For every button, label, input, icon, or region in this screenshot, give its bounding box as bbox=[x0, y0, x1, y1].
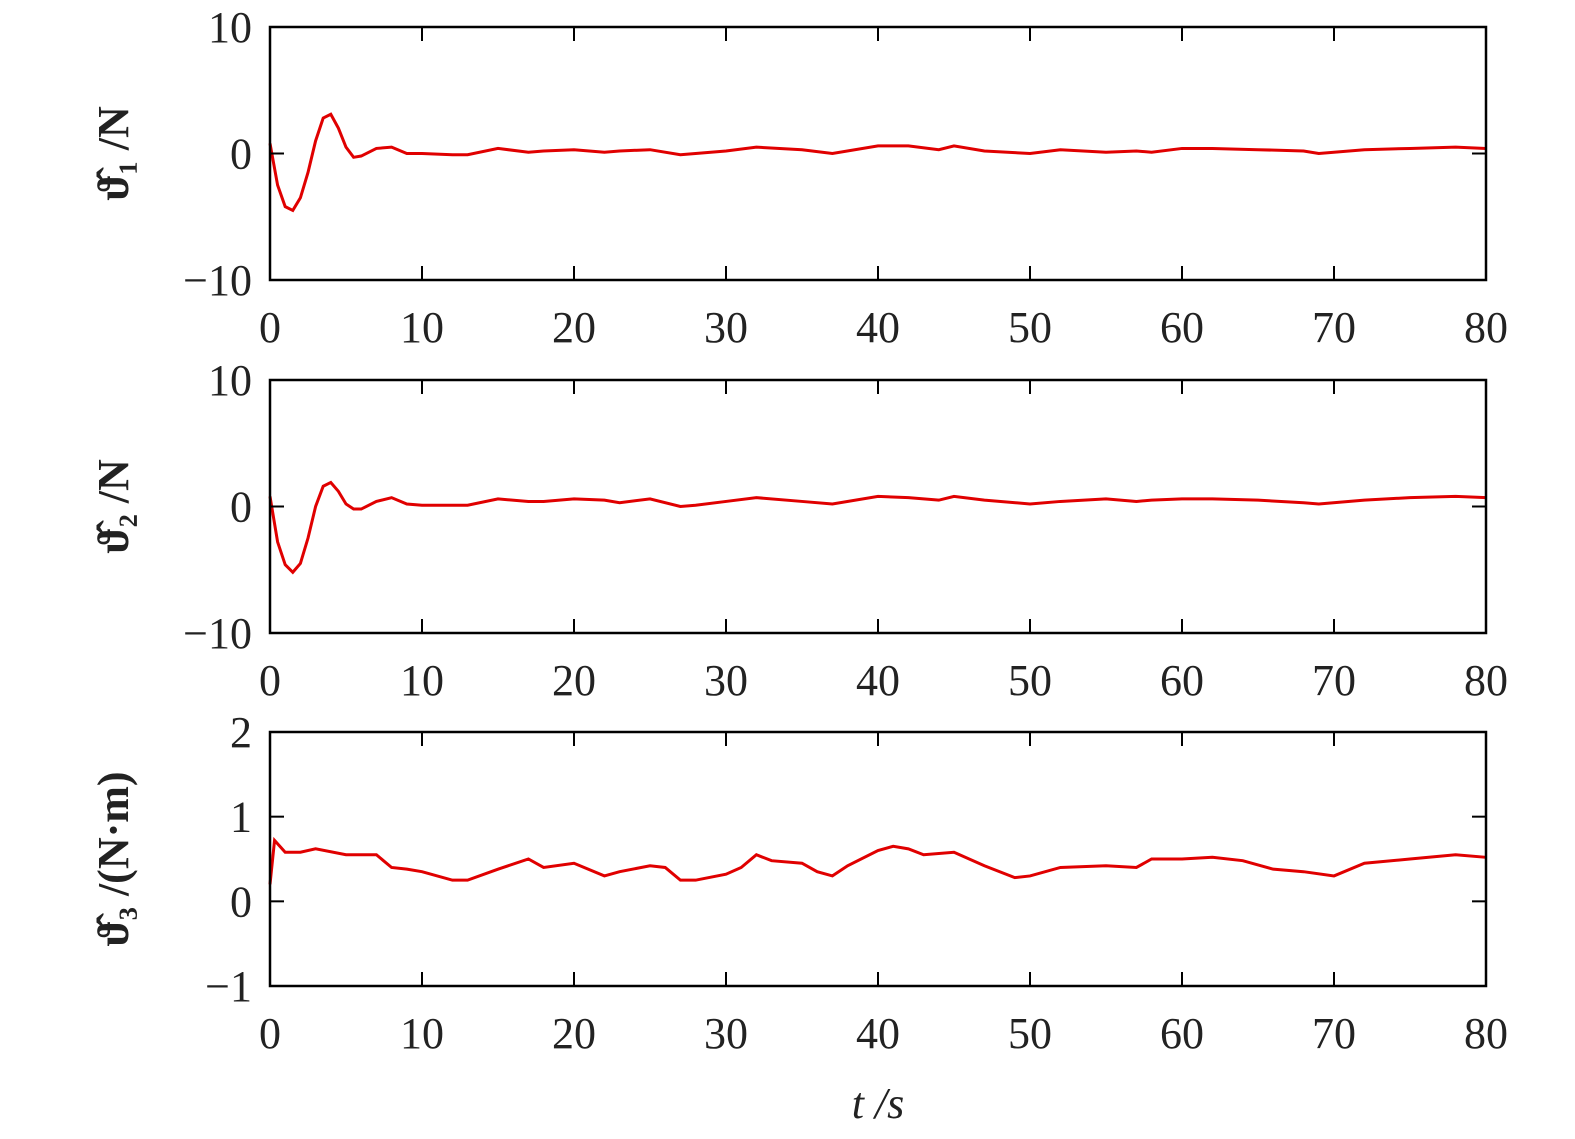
x-tick-label: 0 bbox=[259, 303, 281, 352]
x-tick-label: 80 bbox=[1464, 303, 1508, 352]
y-axis-label: ϑ̂₁ /N bbox=[89, 106, 138, 201]
axes-box bbox=[268, 730, 1488, 988]
x-tick-label: 30 bbox=[704, 656, 748, 705]
x-tick-label: 80 bbox=[1464, 1009, 1508, 1058]
y-tick-label: −1 bbox=[205, 962, 252, 1011]
x-tick-label: 10 bbox=[400, 656, 444, 705]
y-tick-label: 10 bbox=[208, 356, 252, 405]
x-tick-label: 60 bbox=[1160, 656, 1204, 705]
x-tick-label: 40 bbox=[856, 1009, 900, 1058]
x-axis-label: t /s bbox=[852, 1079, 905, 1128]
y-tick-label: 2 bbox=[230, 708, 252, 757]
y-tick-label: 10 bbox=[208, 3, 252, 52]
x-tick-label: 30 bbox=[704, 1009, 748, 1058]
y-tick-label: 1 bbox=[230, 793, 252, 842]
x-tick-label: 50 bbox=[1008, 1009, 1052, 1058]
y-axis-label: ϑ̂₂ /N bbox=[89, 459, 138, 554]
x-tick-label: 50 bbox=[1008, 303, 1052, 352]
x-tick-label: 20 bbox=[552, 1009, 596, 1058]
x-tick-label: 10 bbox=[400, 303, 444, 352]
x-tick-label: 10 bbox=[400, 1009, 444, 1058]
data-line bbox=[268, 836, 1487, 885]
x-tick-label: 20 bbox=[552, 303, 596, 352]
x-tick-label: 80 bbox=[1464, 656, 1508, 705]
data-line bbox=[268, 112, 1487, 213]
y-tick-label: −10 bbox=[183, 609, 252, 658]
x-tick-label: 60 bbox=[1160, 1009, 1204, 1058]
x-tick-label: 50 bbox=[1008, 656, 1052, 705]
y-tick-label: 0 bbox=[230, 483, 252, 532]
x-tick-label: 70 bbox=[1312, 1009, 1356, 1058]
x-tick-label: 0 bbox=[259, 656, 281, 705]
x-tick-label: 40 bbox=[856, 303, 900, 352]
x-tick-label: 20 bbox=[552, 656, 596, 705]
y-tick-label: 0 bbox=[230, 130, 252, 179]
x-tick-label: 40 bbox=[856, 656, 900, 705]
x-tick-label: 60 bbox=[1160, 303, 1204, 352]
y-tick-label: 0 bbox=[230, 877, 252, 926]
y-axis-label: ϑ̂₃ /(N·m) bbox=[89, 771, 138, 946]
y-tick-label: −10 bbox=[183, 256, 252, 305]
x-tick-label: 30 bbox=[704, 303, 748, 352]
x-tick-label: 70 bbox=[1312, 656, 1356, 705]
data-line bbox=[268, 480, 1487, 575]
x-tick-label: 70 bbox=[1312, 303, 1356, 352]
x-tick-label: 0 bbox=[259, 1009, 281, 1058]
